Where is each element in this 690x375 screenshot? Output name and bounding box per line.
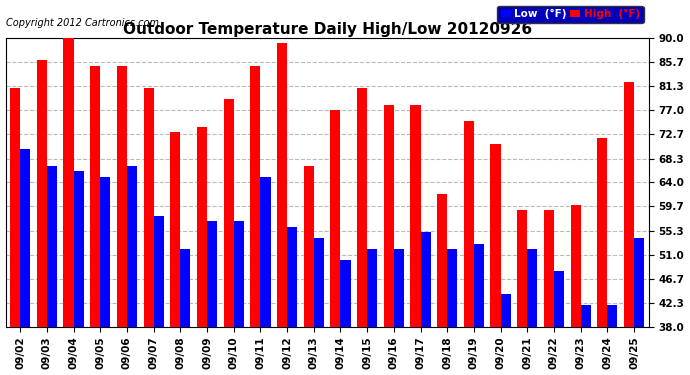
Bar (598, 138, 607, 327)
Bar (340, 260, 351, 327)
Bar (501, 294, 511, 327)
Bar (357, 88, 367, 327)
Bar (634, 238, 644, 327)
Bar (180, 249, 190, 327)
Bar (544, 210, 554, 327)
Bar (394, 249, 404, 327)
Bar (277, 44, 287, 327)
Bar (624, 82, 634, 327)
Bar (47, 166, 57, 327)
Bar (197, 127, 207, 327)
Bar (234, 221, 244, 327)
Bar (20, 149, 30, 327)
Bar (287, 227, 297, 327)
Bar (367, 249, 377, 327)
Bar (581, 305, 591, 327)
Bar (100, 177, 110, 327)
Bar (420, 232, 431, 327)
Bar (384, 105, 394, 327)
Bar (260, 177, 270, 327)
Bar (250, 66, 260, 327)
Bar (411, 105, 420, 327)
Bar (224, 99, 234, 327)
Bar (90, 66, 100, 327)
Bar (144, 88, 154, 327)
Bar (154, 216, 164, 327)
Bar (117, 66, 127, 327)
Bar (607, 305, 618, 327)
Bar (63, 38, 74, 327)
Bar (491, 144, 501, 327)
Bar (331, 110, 340, 327)
Bar (10, 88, 20, 327)
Bar (571, 205, 581, 327)
Bar (554, 272, 564, 327)
Bar (517, 210, 527, 327)
Legend: Low  (°F), High  (°F): Low (°F), High (°F) (497, 6, 644, 23)
Bar (527, 249, 538, 327)
Bar (207, 221, 217, 327)
Bar (437, 194, 447, 327)
Bar (37, 60, 47, 327)
Bar (474, 244, 484, 327)
Bar (447, 249, 457, 327)
Bar (170, 132, 180, 327)
Bar (304, 166, 314, 327)
Bar (127, 166, 137, 327)
Title: Outdoor Temperature Daily High/Low 20120926: Outdoor Temperature Daily High/Low 20120… (123, 22, 532, 37)
Bar (74, 171, 83, 327)
Bar (464, 121, 474, 327)
Bar (314, 238, 324, 327)
Text: Copyright 2012 Cartronics.com: Copyright 2012 Cartronics.com (6, 18, 159, 28)
